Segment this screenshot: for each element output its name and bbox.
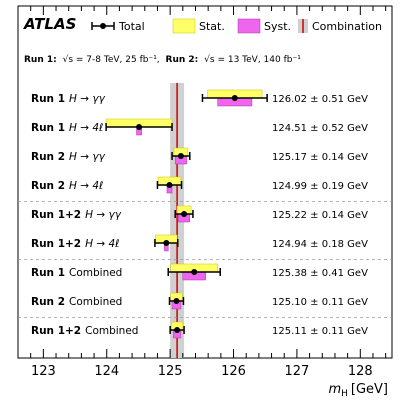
row-value-label: 125.10 ± 0.11 GeV	[272, 297, 368, 308]
row-run: Run 2	[31, 151, 65, 163]
run-info: Run 1: √s = 7-8 TeV, 25 fb⁻¹, Run 2: √s …	[24, 54, 301, 65]
measurement-row: Run 2 Combined 125.10 ± 0.11 GeV	[31, 292, 368, 310]
legend-total-marker	[100, 23, 106, 29]
x-tick-label: 127	[285, 364, 310, 379]
row-run: Run 1	[31, 267, 65, 279]
measurement-row: Run 1+2 Combined 125.11 ± 0.11 GeV	[31, 321, 368, 339]
row-label: Run 1 Combined	[31, 267, 122, 279]
row-channel: H → 4ℓ	[69, 122, 103, 134]
central-value-point	[173, 298, 180, 304]
legend-stat-swatch	[172, 18, 196, 34]
measurement-row: Run 1 Combined 125.38 ± 0.41 GeV	[31, 263, 368, 281]
central-value-point	[177, 153, 184, 159]
row-channel: Combined	[85, 325, 138, 337]
run2-info-label: Run 2:	[166, 55, 199, 65]
run1-info-energy: √s = 7-8 TeV, 25 fb⁻¹,	[63, 54, 160, 65]
row-channel: H → γγ	[69, 93, 106, 105]
central-value-point	[166, 182, 173, 188]
row-channel: H → 4ℓ	[69, 180, 103, 192]
central-value-point	[181, 211, 188, 217]
legend-combination-label: Combination	[312, 20, 382, 33]
row-run: Run 2	[31, 296, 65, 308]
legend-syst-label: Syst.	[264, 20, 291, 33]
x-tick-label: 124	[94, 364, 119, 379]
row-run: Run 1	[31, 93, 65, 105]
measurement-layer: Run 1 H → γγ 126.02 ± 0.51 GeV Run 1 H → 4ℓ 1…	[31, 89, 368, 339]
central-value-point	[231, 95, 238, 101]
experiment-label: ATLAS	[23, 15, 76, 33]
legend-stat-label: Stat.	[199, 20, 225, 33]
central-value-point	[163, 240, 170, 246]
central-value-point	[174, 327, 181, 333]
plot-frame	[17, 5, 393, 359]
row-value-label: 124.99 ± 0.19 GeV	[272, 181, 368, 192]
row-value-label: 124.94 ± 0.18 GeV	[272, 239, 368, 250]
x-tick-label: 123	[31, 364, 56, 379]
row-label: Run 1 H → γγ	[31, 93, 106, 105]
row-label: Run 2 H → γγ	[31, 151, 106, 163]
row-label: Run 1+2 H → 4ℓ	[31, 238, 120, 250]
row-channel: H → γγ	[69, 151, 106, 163]
x-axis-label: mH [GeV]	[328, 382, 388, 399]
row-value-label: 125.22 ± 0.14 GeV	[272, 210, 368, 221]
measurement-row: Run 1 H → 4ℓ 124.51 ± 0.52 GeV	[31, 118, 368, 136]
row-label: Run 1 H → 4ℓ	[31, 122, 103, 134]
row-label: Run 1+2 H → γγ	[31, 209, 122, 221]
row-channel: H → γγ	[85, 209, 122, 221]
x-tick-label: 126	[221, 364, 246, 379]
row-run: Run 1+2	[31, 238, 81, 250]
x-axis: 123 124 125 126 127 128	[17, 6, 387, 379]
row-label: Run 1+2 Combined	[31, 325, 138, 337]
row-run: Run 1+2	[31, 209, 81, 221]
central-value-point	[191, 269, 198, 275]
measurement-row: Run 1 H → γγ 126.02 ± 0.51 GeV	[31, 89, 368, 107]
measurement-row: Run 2 H → 4ℓ 124.99 ± 0.19 GeV	[31, 176, 368, 194]
run1-info-label: Run 1:	[24, 55, 57, 65]
x-tick-label: 128	[348, 364, 373, 379]
central-value-point	[136, 124, 143, 130]
row-channel: Combined	[69, 267, 122, 279]
row-channel: H → 4ℓ	[85, 238, 119, 250]
row-value-label: 125.11 ± 0.11 GeV	[272, 326, 368, 337]
row-run: Run 2	[31, 180, 65, 192]
row-value-label: 125.38 ± 0.41 GeV	[272, 268, 368, 279]
measurement-row: Run 2 H → γγ 125.17 ± 0.14 GeV	[31, 147, 368, 165]
run2-info-energy: √s = 13 TeV, 140 fb⁻¹	[204, 54, 301, 65]
row-value-label: 125.17 ± 0.14 GeV	[272, 152, 368, 163]
measurement-row: Run 1+2 H → 4ℓ 124.94 ± 0.18 GeV	[31, 234, 368, 252]
row-run: Run 1+2	[31, 325, 81, 337]
legend: Total Stat. Syst. Combination	[91, 18, 382, 34]
row-run: Run 1	[31, 122, 65, 134]
row-channel: Combined	[69, 296, 122, 308]
legend-syst-swatch	[237, 18, 261, 34]
separator-layer	[18, 201, 392, 318]
x-tick-label: 125	[158, 364, 183, 379]
legend-total-label: Total	[118, 20, 145, 33]
row-value-label: 126.02 ± 0.51 GeV	[272, 94, 368, 105]
row-value-label: 124.51 ± 0.52 GeV	[272, 123, 368, 134]
measurement-row: Run 1+2 H → γγ 125.22 ± 0.14 GeV	[31, 205, 368, 223]
row-label: Run 2 Combined	[31, 296, 122, 308]
row-label: Run 2 H → 4ℓ	[31, 180, 103, 192]
